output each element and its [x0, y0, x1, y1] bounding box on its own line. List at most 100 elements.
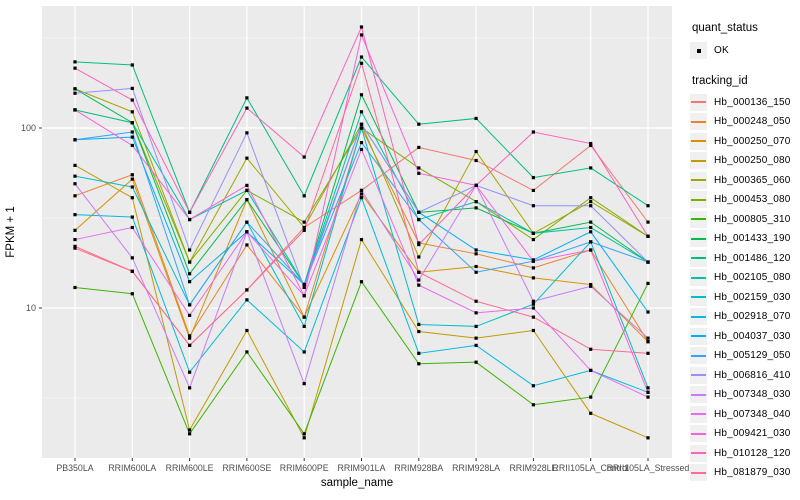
data-point	[302, 315, 306, 319]
legend-key-line	[690, 230, 707, 248]
data-point	[646, 390, 650, 394]
data-point	[359, 140, 364, 145]
data-point	[589, 200, 593, 204]
data-point	[73, 244, 77, 248]
data-point	[589, 282, 593, 287]
data-point	[589, 230, 593, 234]
point-marker-icon	[696, 48, 701, 53]
data-point	[531, 403, 535, 407]
legend-key-line	[690, 327, 707, 345]
legend-key-line	[690, 386, 707, 404]
legend: quant_status OK tracking_id Hb_000136_15…	[690, 22, 800, 483]
data-point	[589, 166, 593, 170]
legend-item-Hb_004037_030: Hb_004037_030	[690, 327, 800, 347]
data-point	[188, 260, 192, 264]
data-point	[417, 322, 421, 327]
legend-label: Hb_005129_050	[714, 350, 791, 362]
series-color-swatch	[691, 471, 706, 474]
data-point	[646, 204, 650, 208]
series-color-swatch	[691, 237, 706, 240]
data-point	[531, 204, 535, 208]
legend-label: Hb_000453_080	[714, 194, 791, 206]
x-tick-label: RRIM928LE	[509, 463, 557, 473]
legend-key-line	[690, 249, 707, 267]
data-point	[589, 347, 593, 351]
data-point	[130, 196, 134, 200]
legend-key-line	[690, 152, 707, 170]
series-color-swatch	[691, 413, 706, 416]
legend-item-Hb_001433_190: Hb_001433_190	[690, 229, 800, 249]
data-point	[531, 176, 535, 180]
data-point	[245, 288, 249, 292]
legend-key-line	[690, 308, 707, 326]
legend-key-line	[690, 425, 707, 443]
x-tick-label: RRIM600LE	[166, 463, 214, 473]
data-point	[417, 255, 421, 259]
data-point	[245, 156, 249, 160]
legend-item-Hb_000365_060: Hb_000365_060	[690, 171, 800, 191]
data-point	[359, 196, 364, 200]
data-point	[302, 282, 306, 287]
data-point	[589, 248, 593, 252]
series-color-swatch	[691, 335, 706, 338]
data-point	[417, 210, 421, 214]
legend-key-line	[690, 171, 707, 189]
series-color-swatch	[691, 432, 706, 435]
data-point	[359, 110, 364, 114]
legend-item-Hb_081879_030: Hb_081879_030	[690, 463, 800, 483]
data-point	[130, 121, 134, 125]
panel-background	[42, 6, 672, 458]
data-point	[188, 432, 192, 436]
data-point	[359, 237, 364, 242]
data-point	[188, 370, 192, 374]
legend-item-Hb_002918_070: Hb_002918_070	[690, 307, 800, 327]
data-point	[245, 96, 249, 100]
legend-label: Hb_006816_410	[714, 369, 791, 381]
data-point	[245, 243, 249, 247]
legend-item-Hb_000136_150: Hb_000136_150	[690, 93, 800, 113]
data-point	[531, 276, 535, 280]
series-color-swatch	[691, 198, 706, 201]
legend-item-Hb_002159_030: Hb_002159_030	[690, 288, 800, 308]
data-point	[417, 278, 421, 282]
data-point	[188, 386, 192, 390]
legend-key-line	[690, 444, 707, 462]
data-point	[359, 188, 364, 193]
data-point	[531, 328, 535, 333]
legend-label: Hb_004037_030	[714, 330, 791, 342]
data-point	[302, 294, 306, 298]
data-point	[474, 158, 478, 163]
data-point	[474, 299, 478, 303]
data-point	[302, 324, 306, 329]
data-point	[474, 343, 478, 347]
data-point	[646, 351, 650, 355]
data-point	[73, 237, 77, 242]
data-point	[417, 243, 421, 247]
data-point	[130, 269, 134, 273]
data-point	[646, 220, 650, 224]
legend-label: Hb_009421_030	[714, 428, 791, 440]
data-point	[531, 259, 535, 263]
data-point	[589, 204, 593, 208]
data-point	[130, 86, 134, 90]
data-point	[646, 386, 650, 390]
data-point	[73, 108, 77, 112]
data-point	[474, 336, 478, 340]
legend-item-Hb_002105_080: Hb_002105_080	[690, 268, 800, 288]
data-point	[474, 324, 478, 329]
data-point	[130, 98, 134, 102]
data-point	[417, 217, 421, 222]
data-point	[130, 173, 134, 177]
data-point	[474, 248, 478, 252]
data-point	[188, 313, 192, 317]
series-color-swatch	[691, 120, 706, 123]
data-point	[531, 237, 535, 242]
data-point	[302, 155, 306, 159]
data-point	[130, 225, 134, 230]
data-point	[188, 217, 192, 222]
data-point	[589, 143, 593, 148]
data-point	[417, 145, 421, 150]
data-point	[359, 122, 364, 126]
data-point	[359, 192, 364, 196]
data-point	[130, 110, 134, 114]
